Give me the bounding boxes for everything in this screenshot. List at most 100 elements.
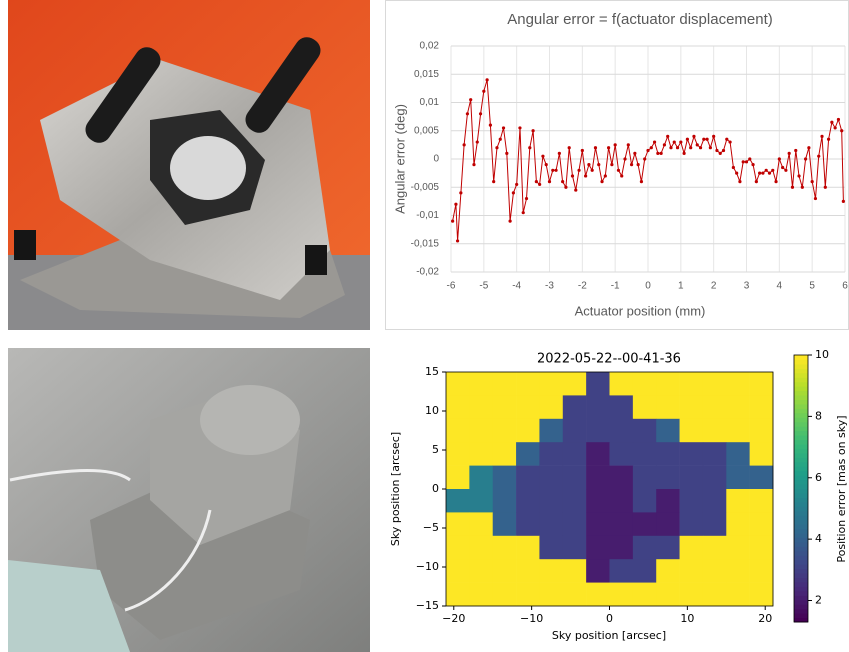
heatmap-cell xyxy=(446,442,470,466)
x-tick-label: 0 xyxy=(645,281,651,292)
colorbar-segment xyxy=(794,515,808,521)
colorbar-segment xyxy=(794,604,808,610)
y-axis-label: Sky position [arcsec] xyxy=(389,432,402,546)
point xyxy=(570,174,575,178)
colorbar-segment xyxy=(794,421,808,427)
colorbar-segment xyxy=(794,408,808,414)
point xyxy=(679,140,683,144)
point xyxy=(620,174,624,178)
colorbar-segment xyxy=(794,613,808,619)
point xyxy=(738,180,742,184)
colorbar-segment xyxy=(794,403,808,409)
point xyxy=(725,137,729,141)
heatmap-cell xyxy=(609,535,634,560)
colorbar-segment xyxy=(794,550,808,556)
x-tick-label: 0 xyxy=(606,612,613,625)
colorbar-segment xyxy=(794,430,808,436)
heatmap-cell xyxy=(656,465,680,490)
point xyxy=(836,117,841,122)
point xyxy=(833,126,837,130)
colorbar-segment xyxy=(794,435,808,441)
heatmap-cell xyxy=(469,395,494,420)
heatmap-cell xyxy=(586,395,610,420)
heatmap-cell xyxy=(492,512,517,537)
heatmap-cell xyxy=(539,442,564,466)
colorbar-segment xyxy=(794,488,808,494)
x-tick-label: -2 xyxy=(578,281,587,292)
x-tick-label: 5 xyxy=(809,281,815,292)
x-tick-label: 4 xyxy=(777,281,783,292)
colorbar-segment xyxy=(794,528,808,534)
heatmap-cell xyxy=(446,489,470,513)
point xyxy=(666,134,670,138)
heatmap-cell xyxy=(632,582,657,607)
heatmap-cell xyxy=(586,582,610,607)
point xyxy=(580,148,584,153)
point xyxy=(551,168,555,172)
heatmap-cell xyxy=(679,418,704,443)
colorbar-segment xyxy=(794,390,808,396)
colorbar-frame xyxy=(793,354,809,623)
heatmap-cell xyxy=(562,418,587,443)
colorbar-segment xyxy=(794,595,808,601)
point xyxy=(531,129,535,133)
colorbar-segment xyxy=(794,501,808,507)
y-tick-label: -0,015 xyxy=(411,238,440,249)
point xyxy=(567,146,571,150)
point xyxy=(689,146,693,150)
point xyxy=(538,182,542,187)
point xyxy=(764,168,768,172)
point xyxy=(771,168,775,172)
heatmap-cell xyxy=(492,465,517,490)
heatmap-cell xyxy=(749,395,774,420)
heatmap-cell xyxy=(516,535,540,560)
y-axis-label: Angular error (deg) xyxy=(392,104,407,214)
point xyxy=(472,163,476,167)
point xyxy=(561,180,565,184)
x-tick-label: 10 xyxy=(680,612,694,625)
heatmap-cell xyxy=(632,465,657,490)
point xyxy=(804,157,808,161)
colorbar-segment xyxy=(794,444,808,449)
colorbar-segment xyxy=(794,497,808,503)
heatmap-cell xyxy=(469,442,494,466)
point xyxy=(698,146,703,150)
colorbar-segment xyxy=(794,586,808,592)
heatmap-cell xyxy=(562,535,587,560)
point xyxy=(564,185,568,189)
heatmap-cell xyxy=(726,395,750,420)
chart-title: 2022-05-22--00-41-36 xyxy=(537,352,681,367)
y-tick-label: 10 xyxy=(425,404,439,417)
point xyxy=(597,163,601,167)
colorbar-segment xyxy=(794,573,808,578)
point xyxy=(623,157,627,161)
point xyxy=(646,148,650,153)
heatmap-cell xyxy=(492,395,517,420)
point xyxy=(508,219,512,223)
point xyxy=(613,143,617,147)
point xyxy=(547,180,552,184)
heatmap-cell xyxy=(679,489,704,513)
heatmap-cell xyxy=(702,512,727,537)
colorbar-segment xyxy=(794,359,808,365)
heatmap-cell xyxy=(446,395,470,420)
heatmap-cell xyxy=(726,582,750,607)
heatmap-cell xyxy=(702,372,727,396)
point xyxy=(715,148,719,153)
heatmap-cell xyxy=(749,372,774,396)
point xyxy=(590,168,594,172)
heatmap-cell xyxy=(749,512,774,537)
heatmap-cell xyxy=(539,582,564,607)
heatmap-cell xyxy=(469,372,494,396)
colorbar-segment xyxy=(794,399,808,405)
point xyxy=(758,171,762,175)
point xyxy=(544,163,548,167)
colorbar-segment xyxy=(794,381,808,387)
colorbar-segment xyxy=(794,590,808,596)
point xyxy=(636,163,640,167)
photo-stage xyxy=(8,348,370,652)
heatmap-cell xyxy=(539,372,564,396)
colorbar-segment xyxy=(794,608,808,614)
colorbar-segment xyxy=(794,577,808,583)
heatmap-cell xyxy=(562,395,587,420)
